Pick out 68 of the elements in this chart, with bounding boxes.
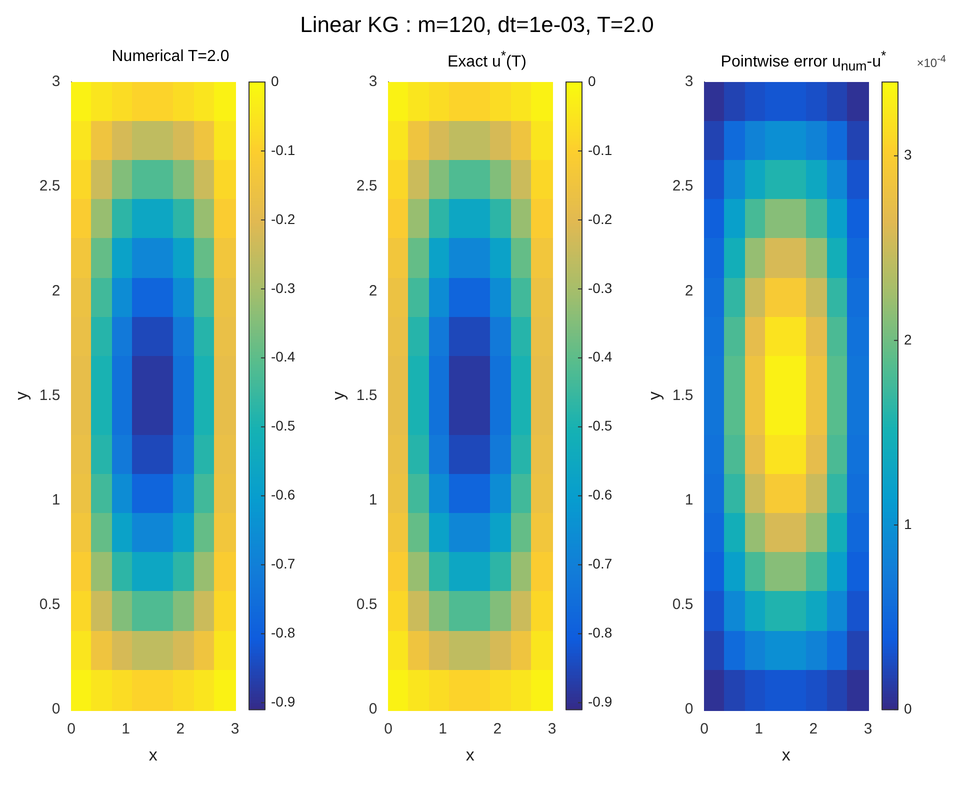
- color-bar-label: -0.5: [588, 418, 612, 434]
- y-axis-title: y: [12, 391, 31, 400]
- color-bar-label: -0.8: [271, 624, 296, 641]
- color-bar-label: 2: [904, 331, 912, 348]
- y-tick-label: 2.5: [39, 178, 60, 195]
- y-axis-title: y: [328, 391, 348, 400]
- y-tick-label: 0.5: [39, 596, 60, 614]
- y-tick-label: 2.5: [672, 178, 694, 195]
- y-tick-label: 1: [52, 492, 60, 509]
- color-bar-label: 0: [271, 72, 279, 89]
- color-bar-label: 1: [904, 516, 912, 532]
- color-bar-label: -0.3: [588, 280, 612, 296]
- x-tick-label: 2: [176, 720, 185, 738]
- x-axis-title: x: [465, 745, 474, 764]
- y-tick-label: 0.5: [356, 596, 377, 614]
- y-tick-label: 1: [368, 492, 377, 509]
- x-tick-label: 1: [122, 720, 130, 738]
- x-tick-label: 1: [754, 720, 764, 738]
- y-tick-label: 0.5: [672, 596, 694, 614]
- x-tick-label: 3: [547, 720, 556, 738]
- color-bar-label: -0.1: [271, 142, 296, 158]
- chart-title: Numerical T=2.0: [110, 48, 230, 67]
- color-bar-label: -0.2: [588, 210, 612, 227]
- x-tick-label: 0: [384, 720, 392, 738]
- x-tick-label: 0: [67, 720, 76, 738]
- color-bar-label: -0.9: [271, 694, 296, 710]
- x-tick-label: 3: [230, 720, 240, 738]
- color-bar-label: -0.1: [588, 142, 612, 158]
- color-bar-label: -0.6: [271, 486, 296, 503]
- y-tick-label: 0: [52, 700, 60, 718]
- color-bar-label: 0: [904, 700, 912, 716]
- x-tick-label: 1: [438, 720, 447, 738]
- text: Linear KG : m=120, dt=1e-03, T=2.0: [299, 11, 655, 39]
- y-tick-label: 2: [368, 282, 377, 300]
- color-bar-label: 3: [904, 146, 912, 163]
- color-bar-label: 0: [588, 72, 596, 89]
- color-bar-label: -0.3: [271, 280, 296, 296]
- x-axis-title: x: [148, 745, 158, 764]
- color-bar-label: -0.2: [271, 210, 296, 227]
- color-bar-label: -0.6: [588, 486, 612, 503]
- x-tick-label: 0: [700, 720, 708, 738]
- color-bar-label: -0.5: [271, 418, 296, 434]
- y-tick-label: 2: [684, 282, 694, 300]
- color-bar-label: -0.4: [588, 348, 612, 365]
- y-axis-title: y: [644, 391, 664, 400]
- color-bar-label: -0.8: [588, 624, 612, 641]
- color-bar-label: -0.9: [588, 694, 612, 710]
- x-tick-label: 2: [809, 720, 818, 738]
- y-tick-label: 2.5: [356, 178, 377, 195]
- y-tick-label: 0: [684, 700, 694, 718]
- chart-title: Pointwise error u$_{num}$-u$^{*}$: [720, 48, 886, 74]
- y-tick-label: 3: [52, 73, 60, 90]
- y-tick-label: 1.5: [356, 386, 377, 404]
- color-bar-label: -0.7: [271, 556, 296, 572]
- y-tick-label: 1: [684, 492, 694, 509]
- y-tick-label: 2: [52, 282, 60, 300]
- y-tick-label: 3: [368, 73, 377, 90]
- x-tick-label: 2: [492, 720, 502, 738]
- y-tick-label: 1.5: [672, 386, 694, 404]
- color-bar-label: -0.7: [588, 556, 612, 572]
- y-tick-label: 0: [368, 700, 377, 718]
- color-bar-label: -0.4: [271, 348, 296, 365]
- chart-title: Exact u$^{*}$(T): [446, 48, 528, 70]
- y-tick-label: 1.5: [39, 386, 60, 404]
- color-bar-title: ×10$^{-4}$: [916, 54, 946, 70]
- x-tick-label: 3: [864, 720, 872, 738]
- y-tick-label: 3: [684, 73, 694, 90]
- x-axis-title: x: [782, 745, 791, 764]
